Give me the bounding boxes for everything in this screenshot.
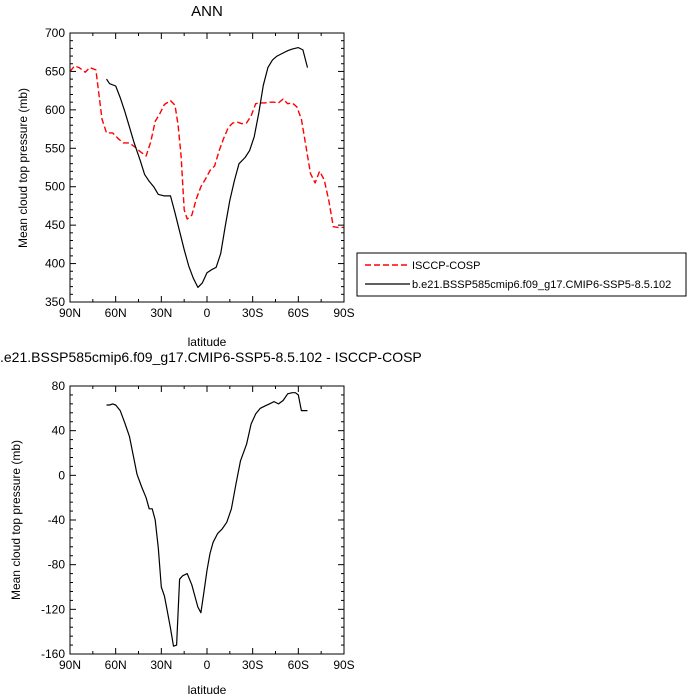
legend-label-isccp: ISCCP-COSP	[412, 260, 480, 272]
top-chart-frame	[69, 32, 345, 303]
top-chart-ytick-label: 700	[45, 26, 65, 40]
top-chart-ytick-label: 400	[45, 257, 65, 271]
top-chart-ytick-label: 500	[45, 180, 65, 194]
bottom-chart-ytick-label: -120	[41, 602, 65, 616]
bottom-chart-xtick-label: 90S	[333, 658, 354, 672]
bottom-chart-ytick-label: -40	[48, 513, 66, 527]
bottom-chart-series-line-0	[106, 392, 308, 647]
top-chart-xtick-label: 0	[204, 306, 211, 320]
bottom-chart-title: b.e21.BSSP585cmip6.f09_g17.CMIP6-SSP5-8.…	[0, 349, 422, 365]
top-chart-xtick-label: 60N	[105, 306, 127, 320]
top-chart-xtick-label: 90N	[59, 306, 81, 320]
bottom-chart-xtick-label: 30S	[242, 658, 263, 672]
top-chart-title: ANN	[191, 3, 223, 20]
bottom-chart-xtick-label: 30N	[150, 658, 172, 672]
bottom-chart-frame	[69, 385, 345, 655]
top-chart-xlabel: latitude	[188, 335, 227, 349]
top-chart-xtick-label: 90S	[333, 306, 354, 320]
top-chart-ytick-label: 350	[45, 295, 65, 309]
top-chart-ytick-label: 550	[45, 141, 65, 155]
top-chart-ylabel: Mean cloud top pressure (mb)	[16, 88, 30, 248]
legend-box	[356, 252, 687, 297]
bottom-chart-ytick-label: 80	[52, 379, 66, 393]
bottom-chart-xtick-label: 60N	[105, 658, 127, 672]
top-chart-ytick-label: 450	[45, 218, 65, 232]
top-chart-ytick-label: 650	[45, 64, 65, 78]
top-chart-xtick-label: 60S	[288, 306, 309, 320]
bottom-chart-xtick-label: 60S	[288, 658, 309, 672]
bottom-chart-xlabel: latitude	[188, 683, 227, 697]
bottom-chart-ylabel: Mean cloud top pressure (mb)	[9, 440, 23, 600]
bottom-chart-xtick-label: 0	[204, 658, 211, 672]
top-chart-series-line-0	[69, 65, 344, 229]
bottom-chart-xtick-label: 90N	[59, 658, 81, 672]
top-chart-series-line-1	[106, 46, 309, 288]
top-chart-xtick-label: 30N	[150, 306, 172, 320]
top-chart-ticks: 90N 60N 30N 0 30S 60S 90S 350 400 450 500 550 600 650…	[45, 26, 355, 320]
bottom-chart-ytick-label: -80	[48, 558, 66, 572]
bottom-chart-lines	[106, 392, 308, 647]
bottom-chart-ticks: 90N 60N 30N 0 30S 60S 90S -160 -120 -80 -40 0 40 80	[41, 379, 355, 672]
top-chart-xtick-label: 30S	[242, 306, 263, 320]
legend: ISCCP-COSP b.e21.BSSP585cmip6.f09_g17.CM…	[356, 252, 687, 297]
bottom-chart-ytick-label: 40	[52, 424, 66, 438]
bottom-chart-ytick-label: 0	[58, 468, 65, 482]
top-chart-ytick-label: 600	[45, 103, 65, 117]
top-chart-panel: ANN Mean cloud top pressure (mb) latitud…	[16, 3, 355, 349]
bottom-chart-panel: b.e21.BSSP585cmip6.f09_g17.CMIP6-SSP5-8.…	[0, 349, 422, 697]
legend-label-model: b.e21.BSSP585cmip6.f09_g17.CMIP6-SSP5-8.…	[412, 279, 671, 291]
bottom-chart-ytick-label: -160	[41, 647, 65, 661]
top-chart-lines	[69, 46, 344, 288]
